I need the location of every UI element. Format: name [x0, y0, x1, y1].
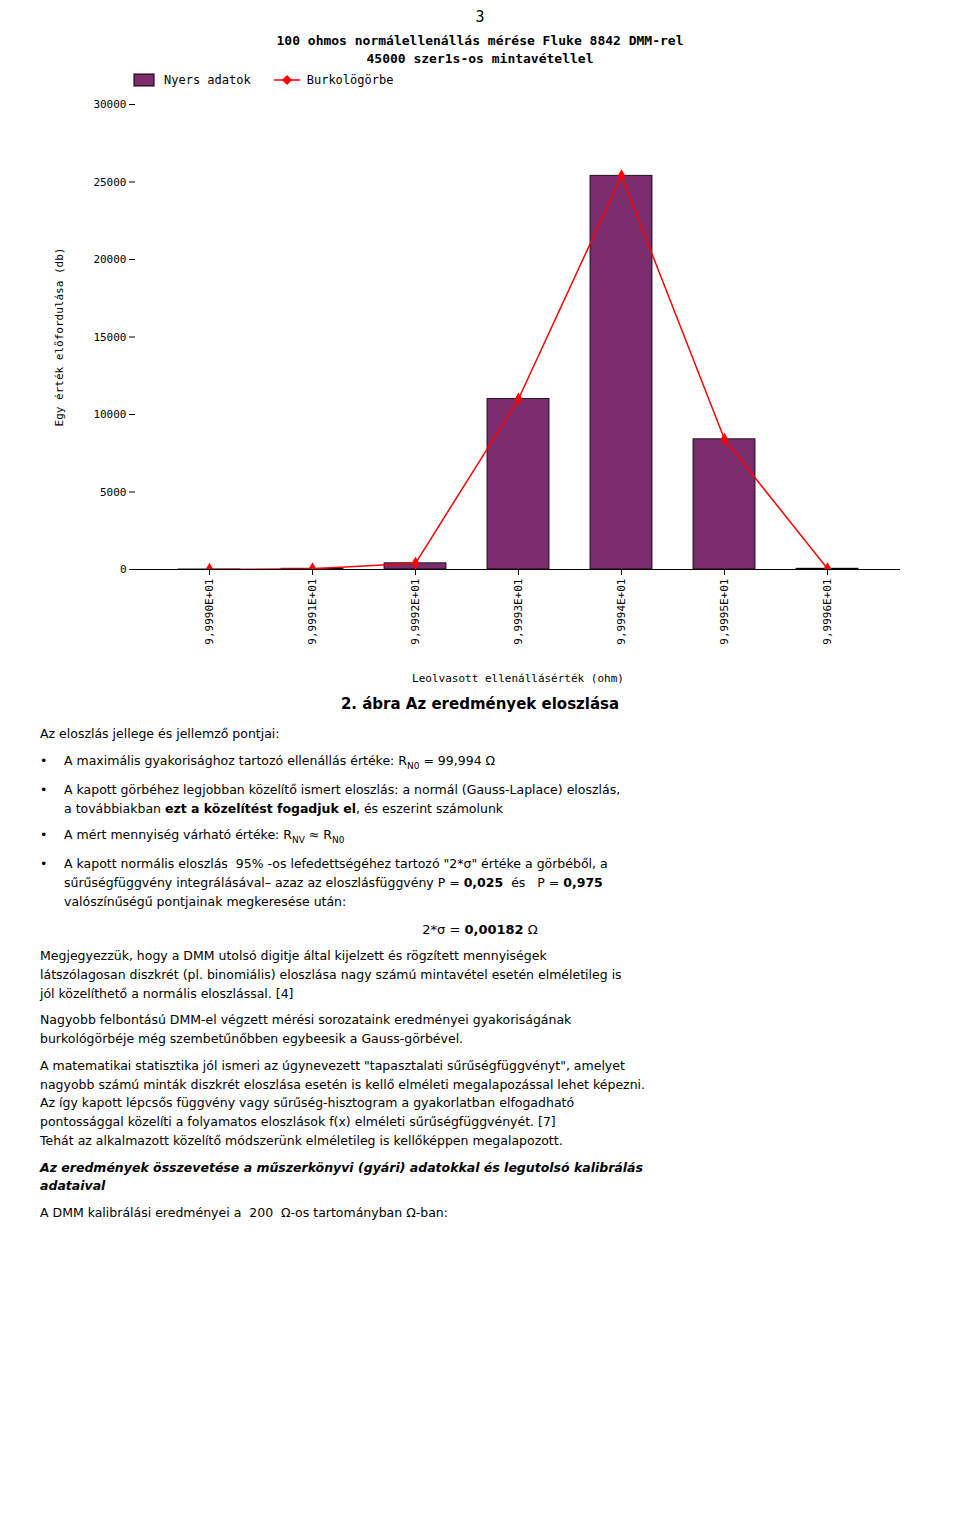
html-text:sűrűségfüggvény integrálásával: sűrűségfüggvény integrálásával– azaz az … — [64, 875, 603, 891]
svg-text:5000: 5000 — [100, 486, 127, 499]
html-text:100 ohmos normálellenállás mér: 100 ohmos normálellenállás mérése Fluke … — [276, 33, 684, 48]
svg-text:9,9994E+01: 9,9994E+01 — [615, 579, 628, 645]
html-text:Nagyobb felbontású DMM-el végz: Nagyobb felbontású DMM-el végzett mérési… — [40, 1012, 572, 1028]
svg-text:Leolvasott ellenállásérték (oh: Leolvasott ellenállásérték (ohm) — [412, 672, 624, 685]
html-text:Az eredmények összevetése a mű: Az eredmények összevetése a műszerkönyvi… — [40, 1159, 643, 1175]
svg-text:9,9996E+01: 9,9996E+01 — [821, 579, 834, 645]
html-text:burkológörbéje még szembetűnőb: burkológörbéje még szembetűnőbben egybee… — [40, 1031, 464, 1047]
html-text:látszólagosan diszkrét (pl. bi: látszólagosan diszkrét (pl. binomiális) … — [40, 966, 622, 982]
html-text:A DMM kalibrálási eredményei a: A DMM kalibrálási eredményei a 200 Ω-os … — [40, 1205, 448, 1221]
html-text:2*σ = 0,00182 Ω: 2*σ = 0,00182 Ω — [422, 921, 538, 937]
html-text:jól közelíthető a normális elo: jól közelíthető a normális eloszlással. … — [40, 985, 294, 1001]
svg-text:9,9991E+01: 9,9991E+01 — [306, 579, 319, 645]
html-text:valószínűségű pontjainak megke: valószínűségű pontjainak megkeresése utá… — [64, 893, 347, 909]
html-text:Nyers adatok: Nyers adatok — [164, 73, 251, 88]
html-text:A kapott görbéhez legjobban kö: A kapott görbéhez legjobban közelítő ism… — [64, 781, 621, 797]
html-text:A maximális gyakorisághoz tart: A maximális gyakorisághoz tartozó ellená… — [64, 752, 496, 771]
svg-text:10000: 10000 — [93, 408, 126, 421]
svg-text:30000: 30000 — [93, 98, 126, 111]
svg-text:0: 0 — [120, 563, 127, 576]
html-text:nagyobb számú minták diszkrét: nagyobb számú minták diszkrét eloszlása … — [40, 1076, 645, 1092]
svg-text:9,9990E+01: 9,9990E+01 — [203, 579, 216, 645]
svg-text:20000: 20000 — [93, 253, 126, 266]
html-text:a továbbiakban ezt a közelítés: a továbbiakban ezt a közelítést fogadjuk… — [64, 800, 503, 816]
html-text:A matematikai statisztika jól: A matematikai statisztika jól ismeri az … — [40, 1057, 625, 1073]
html-text:Burkolögörbe: Burkolögörbe — [306, 73, 394, 88]
html-text:A kapott normális eloszlás 95%: A kapott normális eloszlás 95% -os lefed… — [64, 856, 608, 872]
html-text:Az eloszlás jellege és jellemz: Az eloszlás jellege és jellemző pontjai: — [40, 726, 280, 742]
html-text:2. ábra Az eredmények eloszlás: 2. ábra Az eredmények eloszlása — [340, 695, 620, 714]
svg-text:Egy érték előfordulása (db): Egy érték előfordulása (db) — [53, 248, 66, 427]
svg-text:9,9993E+01: 9,9993E+01 — [512, 579, 525, 645]
html-text:3: 3 — [475, 8, 485, 26]
svg-text:15000: 15000 — [93, 331, 126, 344]
html-text:Megjegyezzük, hogy a DMM utols: Megjegyezzük, hogy a DMM utolsó digitje … — [40, 948, 547, 964]
html-text:Az így kapott lépcsős függvény: Az így kapott lépcsős függvény vagy sűrű… — [40, 1095, 575, 1111]
html-text:pontossággal közelíti a folyam: pontossággal közelíti a folyamatos elosz… — [40, 1114, 556, 1130]
html-text:Tehát az alkalmazott közelítő: Tehát az alkalmazott közelítő módszerünk… — [40, 1132, 563, 1148]
html-text:45000 szer1s-os mintavétellel: 45000 szer1s-os mintavétellel — [366, 50, 594, 66]
svg-text:25000: 25000 — [93, 176, 126, 189]
html-text:A mért mennyiség várható érték: A mért mennyiség várható értéke: RNV≈ RN… — [64, 827, 345, 845]
html-text:adataival: adataival — [40, 1178, 106, 1194]
svg-text:9,9992E+01: 9,9992E+01 — [409, 579, 422, 645]
svg-text:9,9995E+01: 9,9995E+01 — [718, 579, 731, 645]
